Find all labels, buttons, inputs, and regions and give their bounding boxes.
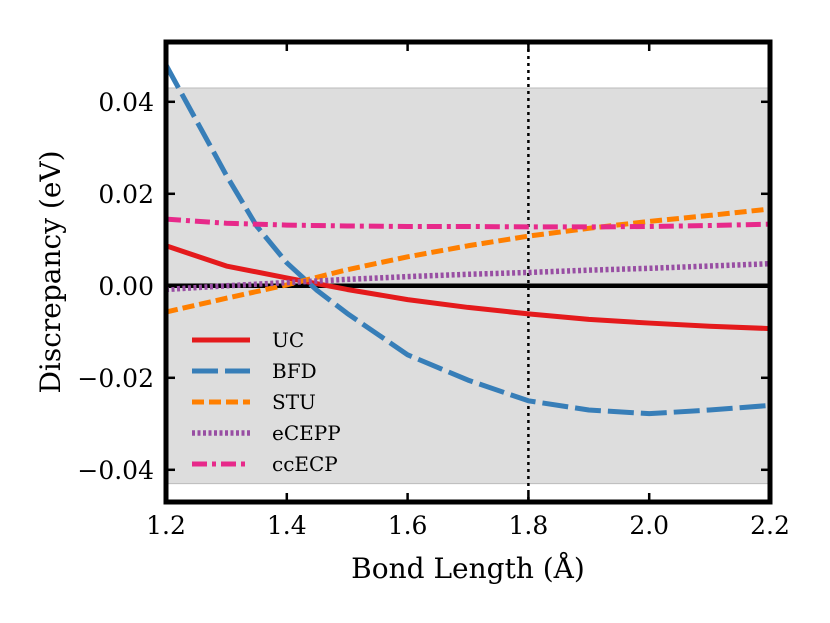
plot-frame xyxy=(163,39,773,505)
legend-label-stu: STU xyxy=(272,390,316,414)
x-tick-label: 2.0 xyxy=(629,511,669,540)
x-tick-label: 1.8 xyxy=(509,511,549,540)
x-tick-label: 2.2 xyxy=(750,511,790,540)
series-line-ecepp xyxy=(166,260,770,293)
y-tick-label: −0.04 xyxy=(77,456,154,485)
x-tick-label: 1.2 xyxy=(146,511,186,540)
legend-label-ccecp: ccECP xyxy=(272,452,338,476)
series-layer xyxy=(166,63,770,417)
y-tick-label: 0.02 xyxy=(98,180,154,209)
y-tick-label: 0.00 xyxy=(98,272,154,301)
series-line-stu xyxy=(166,206,770,315)
x-axis-title: Bond Length (Å) xyxy=(351,552,585,585)
legend: UC BFD STU eCEPP ccECP xyxy=(192,328,341,476)
y-tick-labels: −0.04 −0.02 0.00 0.02 0.04 xyxy=(77,88,154,485)
x-tick-label: 1.6 xyxy=(388,511,428,540)
series-line-ccecp xyxy=(166,216,770,230)
y-tick-label: 0.04 xyxy=(98,88,154,117)
series-line-uc xyxy=(166,243,770,332)
series-line-bfd xyxy=(166,63,770,417)
legend-label-ecepp: eCEPP xyxy=(272,421,341,445)
y-axis-title: Discrepancy (eV) xyxy=(34,150,67,393)
x-tick-label: 1.4 xyxy=(267,511,307,540)
y-tick-label: −0.02 xyxy=(77,364,154,393)
legend-label-bfd: BFD xyxy=(272,359,317,383)
legend-label-uc: UC xyxy=(272,328,304,352)
x-tick-labels: 1.2 1.4 1.6 1.8 2.0 2.2 xyxy=(146,511,790,540)
